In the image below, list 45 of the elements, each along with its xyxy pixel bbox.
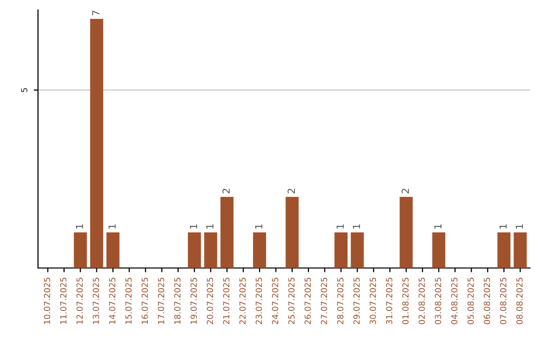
x-tick-label: 03.08.2025 [434, 278, 442, 324]
data-label: 2 [402, 188, 409, 194]
data-label: 1 [206, 224, 214, 229]
data-label: 2 [288, 188, 295, 194]
x-tick-label: 31.07.2025 [386, 278, 392, 324]
x-tick-label: 16.07.2025 [142, 278, 148, 324]
y-tick-label: 5 [21, 88, 28, 92]
x-tick-label: 23.07.2025 [256, 278, 262, 324]
x-tick-label: 13.07.2025 [92, 278, 100, 324]
x-tick-label: 01.08.2025 [402, 278, 409, 324]
x-tick-label: 25.07.2025 [288, 278, 295, 324]
x-tick-label: 30.07.2025 [370, 278, 376, 324]
x-tick-label: 02.08.2025 [418, 278, 425, 324]
data-label: 1 [352, 224, 360, 229]
x-tick-label: 24.07.2025 [272, 278, 278, 324]
data-label: 1 [500, 224, 507, 229]
data-label: 2 [222, 188, 230, 194]
x-tick-label: 19.07.2025 [190, 278, 197, 324]
x-tick-label: 06.08.2025 [484, 278, 490, 324]
x-tick-label: 26.07.2025 [304, 278, 311, 324]
x-tick-label: 14.07.2025 [109, 278, 116, 324]
x-tick-label: 07.08.2025 [500, 278, 506, 324]
data-label: 1 [336, 224, 344, 229]
x-tick-label: 17.07.2025 [158, 278, 164, 324]
x-tick-label: 28.07.2025 [337, 278, 344, 324]
x-tick-label: 11.07.2025 [60, 278, 66, 324]
x-tick-label: 15.07.2025 [125, 278, 132, 324]
x-tick-label: 12.07.2025 [76, 278, 83, 324]
x-tick-label: 05.08.2025 [467, 278, 474, 324]
x-tick-label: 20.07.2025 [206, 278, 214, 324]
data-label: 1 [108, 224, 116, 229]
x-tick-label: 18.07.2025 [174, 278, 181, 324]
data-label: 1 [255, 224, 262, 229]
data-label: 1 [76, 224, 84, 229]
x-tick-label: 21.07.2025 [223, 278, 230, 324]
x-tick-label: 22.07.2025 [239, 278, 246, 324]
x-tick-label: 08.08.2025 [516, 278, 523, 324]
data-label: 1 [516, 224, 523, 229]
x-tick-label: 27.07.2025 [320, 278, 328, 324]
x-tick-label: 04.08.2025 [451, 278, 458, 324]
data-label: 1 [434, 224, 442, 229]
data-label: 1 [190, 224, 198, 229]
x-tick-label: 10.07.2025 [44, 278, 50, 324]
x-tick-label: 29.07.2025 [353, 278, 360, 324]
data-label: 7 [92, 10, 100, 16]
